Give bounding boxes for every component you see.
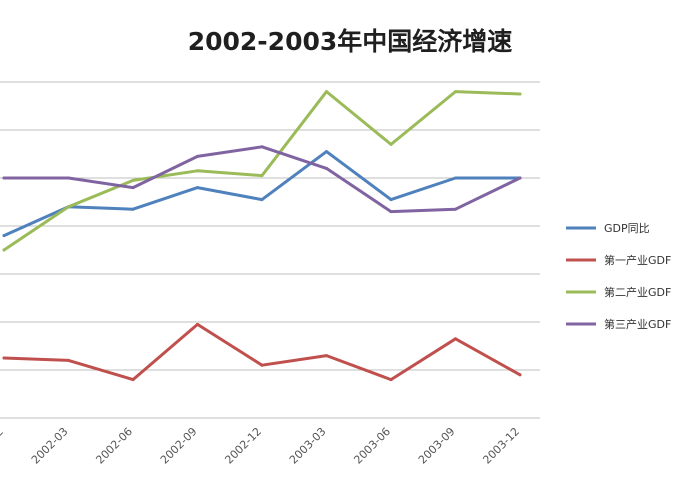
data-point [196,154,199,158]
data-point [67,176,70,180]
x-tick-label: 2002-12 [222,425,264,467]
data-point [196,322,199,326]
data-point [389,210,393,214]
data-point [518,373,522,377]
data-point [2,176,6,180]
legend-label: 第三产业GDF [604,317,671,331]
chart-title: 2002-2003年中国经济增速 [188,27,513,56]
data-point [389,198,393,202]
data-point [67,205,70,209]
data-point [131,207,135,211]
data-point [67,358,70,362]
data-point [325,354,328,358]
data-point [131,178,135,182]
x-tick-label: 2002-03 [29,425,71,467]
data-point [454,176,457,180]
data-point [131,378,135,382]
data-point [389,142,393,146]
data-point [325,90,328,94]
x-tick-label: 2003-06 [351,425,393,467]
data-point [2,234,6,238]
data-point [518,92,522,96]
legend-label: 第二产业GDF [604,285,671,299]
x-tick-label: 2002-06 [93,425,135,467]
data-point [131,186,135,190]
x-tick-label: 2002-09 [158,425,200,467]
data-point [389,378,393,382]
x-tick-label: 2003-03 [287,425,329,467]
data-point [260,363,264,367]
series-line-2 [2,322,522,382]
legend-label: GDP同比 [604,222,650,235]
x-tick-label: 2003-09 [416,425,458,467]
series-line-1 [2,150,522,238]
data-point [2,248,6,252]
data-point [260,198,264,202]
gridlines [0,81,540,419]
x-tick-label: 2 [0,425,6,439]
data-point [518,176,522,180]
series-lines [2,90,522,382]
data-point [196,169,199,173]
legend-label: 第一产业GDF [604,253,671,267]
x-tick-labels: 2 2002-03 2002-06 2002-09 2002-12 2003-03 2003… [0,425,522,467]
data-point [454,337,457,341]
data-point [325,150,328,154]
data-point [454,207,457,211]
data-point [454,90,457,94]
data-point [2,356,6,360]
data-point [260,174,264,178]
x-tick-label: 2003-12 [480,425,522,467]
data-point [325,166,328,170]
data-point [260,145,264,149]
data-point [196,186,199,190]
